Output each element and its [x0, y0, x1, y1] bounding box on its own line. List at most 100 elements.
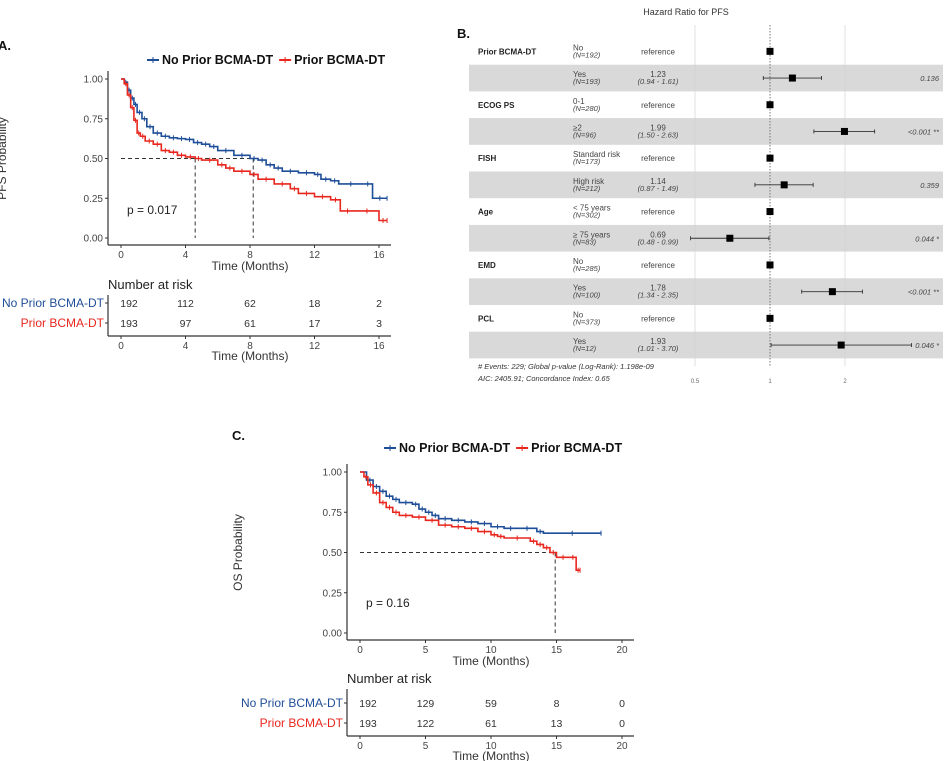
forest-point-estimate	[840, 127, 848, 135]
risk-row-label: No Prior BCMA-DT	[241, 696, 344, 710]
forest-n: (N=96)	[573, 130, 597, 139]
y-tick-label: 0.75	[323, 508, 343, 519]
x-tick-label: 16	[373, 250, 385, 261]
y-tick-label: 0.50	[84, 154, 104, 165]
forest-level: High risk	[573, 177, 605, 186]
forest-hr: 1.78	[650, 284, 666, 293]
forest-row-shade	[469, 64, 943, 92]
forest-level: No	[573, 310, 584, 319]
risk-row-label: Prior BCMA-DT	[21, 316, 105, 330]
forest-point-estimate	[780, 181, 788, 189]
risk-x-tick-label: 10	[485, 741, 497, 752]
x-tick-label: 15	[551, 645, 563, 656]
panel-b-forest-plot: Hazard Ratio for PFS B. 0.5 1 2 Prior BCMA-DT…	[457, 7, 943, 385]
risk-table-title: Number at risk	[108, 277, 193, 292]
forest-pvalue: 0.136	[920, 74, 940, 83]
forest-level: Standard risk	[573, 150, 621, 159]
risk-count: 8	[554, 698, 560, 710]
risk-x-tick-label: 5	[423, 741, 429, 752]
forest-variable: PCL	[478, 314, 494, 323]
risk-count: 0	[619, 698, 625, 710]
forest-hr: reference	[641, 154, 675, 163]
x-tick-label: 0	[357, 645, 363, 656]
y-tick-label: 0.00	[323, 629, 343, 640]
forest-n: (N=193)	[573, 77, 601, 86]
forest-n: (N=173)	[573, 157, 601, 166]
forest-variable: EMD	[478, 261, 496, 270]
forest-point-estimate	[837, 341, 845, 349]
forest-pvalue: 0.046 *	[915, 341, 940, 350]
x-tick-label: 8	[247, 250, 253, 261]
panel-a-pfs-km: A. No Prior BCMA-DT Prior BCMA-DT 0.00 0.25 0…	[0, 38, 391, 363]
y-tick-label: 1.00	[323, 468, 343, 479]
forest-pvalue: <0.001 **	[908, 127, 940, 136]
forest-pvalue: 0.044 *	[915, 234, 940, 243]
legend-label-0: No Prior BCMA-DT	[162, 53, 273, 67]
forest-ci: (1.01 - 3.70)	[638, 344, 679, 353]
risk-count: 18	[309, 298, 321, 310]
forest-level: No	[573, 43, 584, 52]
risk-count: 0	[619, 718, 625, 730]
legend-label-1: Prior BCMA-DT	[294, 53, 385, 67]
forest-footnote-aic: AIC: 2405.91; Concordance Index: 0.65	[477, 374, 611, 383]
y-tick-label: 0.75	[84, 114, 104, 125]
p-value: p = 0.16	[366, 596, 410, 610]
risk-count: 129	[417, 698, 435, 710]
forest-n: (N=212)	[573, 184, 601, 193]
forest-row-shade	[469, 278, 943, 305]
forest-point-estimate	[788, 74, 796, 82]
legend-label-1: Prior BCMA-DT	[531, 441, 622, 455]
forest-n: (N=83)	[573, 237, 597, 246]
risk-x-tick-label: 16	[373, 341, 385, 352]
forest-hr: 1.99	[650, 123, 666, 132]
risk-count: 2	[376, 298, 382, 310]
forest-ci: (0.48 - 0.99)	[638, 237, 679, 246]
forest-x-tick-label: 1	[768, 379, 772, 385]
x-tick-label: 12	[309, 250, 321, 261]
risk-x-tick-label: 0	[357, 741, 363, 752]
forest-point-estimate	[726, 234, 734, 242]
y-tick-label: 1.00	[84, 75, 104, 86]
forest-hr: reference	[641, 101, 675, 110]
risk-count: 192	[359, 698, 377, 710]
forest-hr: 0.69	[650, 230, 666, 239]
forest-x-tick-label: 2	[843, 379, 847, 385]
risk-row-label: Prior BCMA-DT	[260, 716, 344, 730]
forest-level: Yes	[573, 337, 586, 346]
km-curve-no-prior	[360, 471, 602, 534]
panel-label: B.	[457, 26, 470, 41]
forest-variable: Age	[478, 208, 494, 217]
forest-row-shade	[469, 171, 943, 199]
risk-x-tick-label: 12	[309, 341, 321, 352]
forest-n: (N=373)	[573, 317, 601, 326]
km-curve-prior	[360, 471, 581, 572]
forest-n: (N=280)	[573, 104, 601, 113]
forest-point-estimate	[828, 288, 836, 296]
forest-ci: (0.87 - 1.49)	[638, 184, 679, 193]
panel-label: A.	[0, 38, 11, 53]
risk-x-axis-title: Time (Months)	[212, 349, 289, 363]
forest-title: Hazard Ratio for PFS	[643, 7, 729, 17]
km-curve-no-prior	[121, 78, 388, 200]
y-axis-title: PFS Probability	[0, 117, 9, 200]
x-tick-label: 0	[118, 250, 124, 261]
y-tick-label: 0.25	[84, 194, 104, 205]
risk-count: 3	[376, 318, 382, 330]
risk-count: 61	[485, 718, 497, 730]
forest-hr: reference	[641, 47, 675, 56]
forest-level: Yes	[573, 284, 586, 293]
forest-level: Yes	[573, 70, 586, 79]
risk-count: 192	[120, 298, 138, 310]
forest-point-estimate	[766, 208, 774, 216]
risk-count: 193	[359, 718, 377, 730]
forest-ci: (1.50 - 2.63)	[638, 130, 679, 139]
legend-label-0: No Prior BCMA-DT	[399, 441, 510, 455]
forest-variable: Prior BCMA-DT	[478, 47, 536, 56]
forest-hr: reference	[641, 208, 675, 217]
panel-c-os-km: C. No Prior BCMA-DT Prior BCMA-DT 0.00 0.25 0…	[231, 428, 634, 761]
forest-n: (N=192)	[573, 50, 601, 59]
forest-hr: 1.23	[650, 70, 666, 79]
forest-hr: 1.14	[650, 177, 666, 186]
risk-x-tick-label: 0	[118, 341, 124, 352]
